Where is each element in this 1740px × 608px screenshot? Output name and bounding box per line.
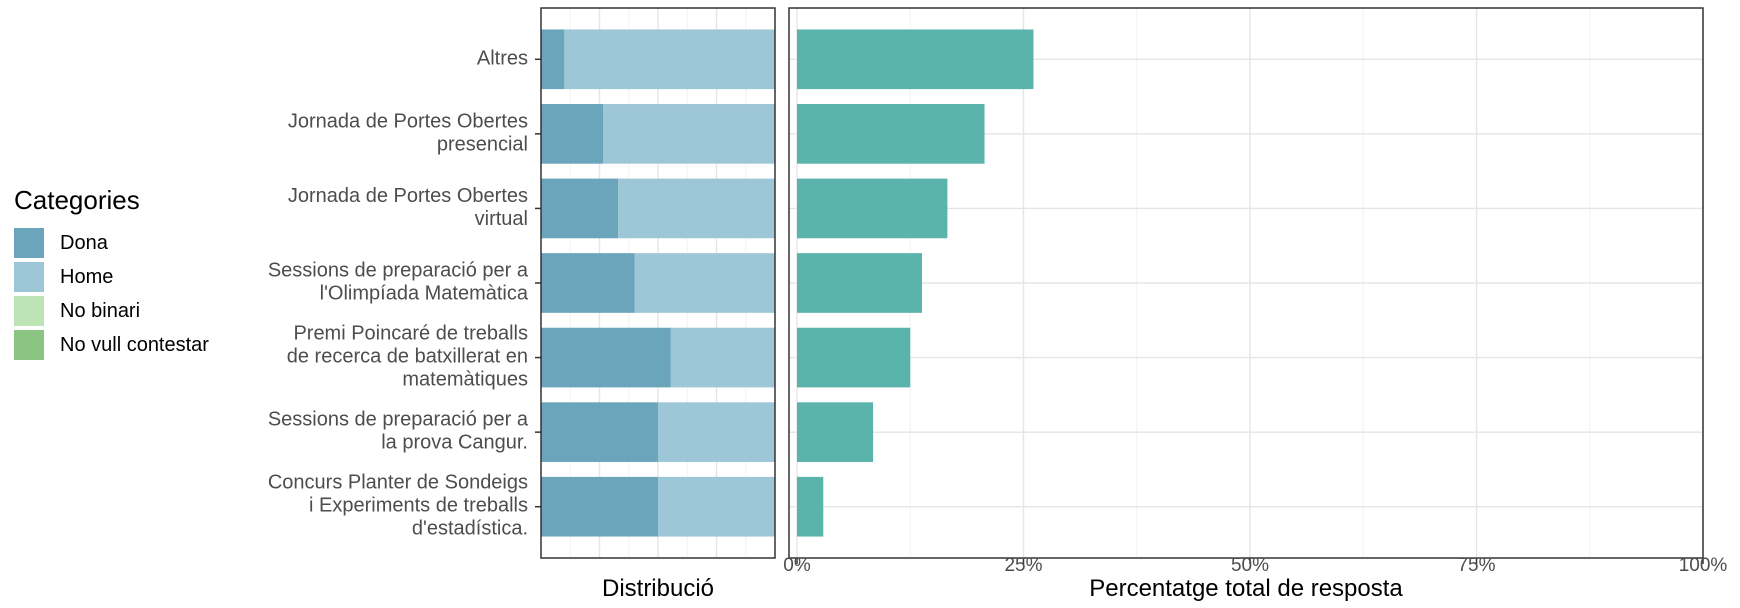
distribution-bar-dona	[541, 178, 619, 239]
total-x-tick-label: 50%	[1231, 555, 1269, 576]
category-label: Premi Poincaré de treballs de recerca de …	[287, 323, 528, 391]
category-label-line: la prova Cangur.	[381, 432, 528, 454]
legend-key-no-binari	[14, 296, 44, 326]
legend-label-home: Home	[60, 265, 114, 288]
total-x-tick-label: 25%	[1004, 555, 1042, 576]
category-label-line: Concurs Planter de Sondeigs	[268, 472, 528, 494]
distribution-bar-dona	[541, 104, 604, 164]
category-label-line: d'estadística.	[412, 518, 528, 540]
distribution-bar-dona	[541, 327, 671, 388]
category-label-line: i Experiments de treballs	[309, 495, 528, 517]
category-label: Sessions de preparació per a la prova Can…	[268, 409, 529, 454]
total-axis-title: Percentatge total de resposta	[1089, 575, 1403, 602]
distribution-bar-dona	[541, 253, 635, 313]
category-label-line: Jornada de Portes Obertes	[288, 111, 528, 133]
category-label-line: de recerca de batxillerat en	[287, 346, 528, 368]
category-label: Jornada de Portes Obertes virtual	[288, 185, 528, 230]
legend-key-home	[14, 262, 44, 292]
legend-label-dona: Dona	[60, 231, 108, 254]
distribution-bar-dona	[541, 29, 565, 90]
distribution-bar-home	[564, 29, 775, 90]
legend-key-dona	[14, 228, 44, 258]
total-bar	[797, 104, 985, 164]
legend-item-dona: Dona	[14, 226, 209, 260]
category-label-line: l'Olimpíada Matemàtica	[320, 283, 529, 305]
distribution-bar-dona	[541, 402, 658, 462]
total-bar	[797, 178, 948, 239]
distribution-bar-home	[603, 104, 775, 164]
category-label: Altres	[477, 48, 528, 70]
legend-label-no-binari: No binari	[60, 299, 141, 322]
legend-item-no-vull-contestar: No vull contestar	[14, 328, 209, 362]
distribution-axis-title: Distribució	[602, 575, 714, 602]
total-bar	[797, 327, 911, 388]
category-label-line: Premi Poincaré de treballs	[293, 323, 528, 345]
category-label-line: Altres	[477, 48, 528, 70]
total-bar	[797, 253, 923, 313]
category-label-line: presencial	[437, 134, 528, 156]
legend-label-no-vull-contestar: No vull contestar	[60, 333, 209, 356]
legend-item-home: Home	[14, 260, 209, 294]
total-x-tick-label: 75%	[1457, 555, 1495, 576]
distribution-bar-home	[618, 178, 775, 239]
distribution-bar-home	[658, 402, 775, 462]
distribution-bar-home	[670, 327, 775, 388]
legend-key-no-vull-contestar	[14, 330, 44, 360]
total-bar	[797, 476, 824, 537]
total-x-tick-label: 100%	[1679, 555, 1728, 576]
category-label: Sessions de preparació per a l'Olimpíada …	[268, 260, 529, 305]
category-label: Jornada de Portes Obertes presencial	[288, 111, 528, 156]
category-label-line: Jornada de Portes Obertes	[288, 185, 528, 207]
category-label: Concurs Planter de Sondeigs i Experiments…	[268, 472, 528, 540]
distribution-bar-dona	[541, 476, 658, 537]
legend: Categories Dona Home No binari No vull c…	[14, 185, 209, 362]
category-label-line: Sessions de preparació per a	[268, 409, 529, 431]
distribution-bar-home	[634, 253, 775, 313]
total-bar	[797, 402, 874, 462]
category-label-line: matemàtiques	[402, 369, 528, 391]
category-label-line: Sessions de preparació per a	[268, 260, 529, 282]
total-bar	[797, 29, 1034, 90]
distribution-bar-home	[658, 476, 775, 537]
category-label-line: virtual	[475, 208, 528, 230]
total-x-tick-label: 0%	[783, 555, 811, 576]
legend-title: Categories	[14, 185, 140, 215]
legend-item-no-binari: No binari	[14, 294, 209, 328]
total-panel-border	[788, 7, 1704, 559]
